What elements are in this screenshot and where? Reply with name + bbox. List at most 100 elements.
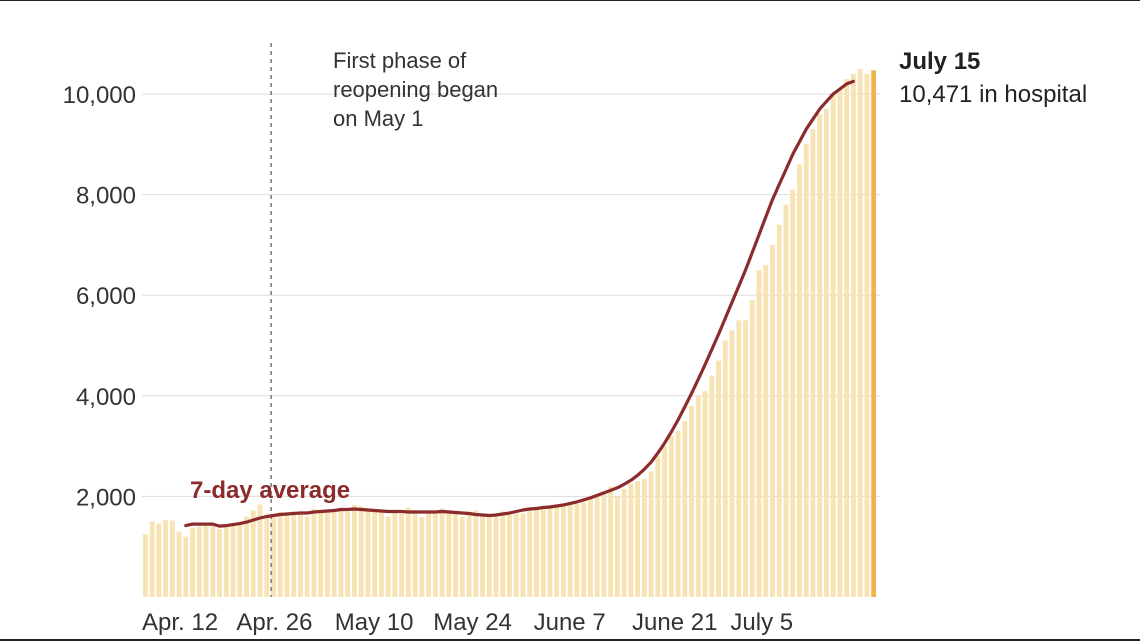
bar	[372, 510, 378, 597]
x-tick-label: Apr. 26	[236, 609, 312, 636]
bar	[581, 501, 587, 597]
bar	[850, 73, 856, 597]
bar	[763, 265, 769, 597]
bar	[844, 78, 850, 597]
bar	[419, 517, 425, 597]
bar	[648, 471, 654, 597]
y-tick-label: 6,000	[76, 283, 136, 310]
grid-lines	[142, 93, 880, 497]
bar	[587, 498, 593, 597]
bar	[176, 531, 182, 597]
bar	[695, 395, 701, 597]
bar	[500, 511, 506, 597]
bar	[527, 510, 533, 597]
y-axis-ticks: 2,000 4,000 6,000 8,000 10,000	[63, 82, 136, 511]
y-tick-label: 10,000	[63, 82, 136, 109]
bar	[149, 521, 155, 597]
bar	[736, 320, 742, 597]
bar	[284, 512, 290, 597]
bar	[817, 114, 823, 598]
bar	[675, 431, 681, 597]
bar	[453, 514, 458, 597]
bar	[668, 436, 674, 597]
bar	[574, 503, 580, 597]
bar	[837, 88, 843, 597]
bar	[857, 68, 863, 598]
bar	[432, 510, 438, 597]
reopening-annotation: First phase of reopening began on May 1	[333, 48, 504, 131]
bar	[331, 510, 337, 597]
x-tick-label: July 5	[730, 609, 793, 636]
bar	[513, 513, 519, 597]
bar	[203, 526, 209, 597]
bar	[298, 513, 303, 597]
x-tick-label: June 21	[632, 609, 717, 636]
bar	[459, 516, 465, 597]
bar	[405, 507, 411, 597]
bar	[682, 420, 688, 597]
x-axis-ticks: Apr. 12 Apr. 26 May 10 May 24 June 7 June 21 J…	[142, 609, 793, 636]
bar	[338, 510, 344, 597]
bar	[223, 525, 229, 597]
bar	[608, 486, 614, 597]
bar	[351, 504, 357, 597]
bar	[628, 483, 634, 597]
bar	[702, 390, 708, 597]
bar	[169, 520, 175, 597]
bar	[250, 510, 256, 597]
bar	[810, 129, 816, 597]
bar	[709, 375, 715, 597]
bar	[534, 508, 539, 597]
bar	[156, 523, 162, 597]
bar	[399, 514, 405, 597]
bar	[547, 506, 553, 597]
bars	[142, 68, 877, 598]
bar	[237, 522, 243, 597]
bar	[803, 144, 809, 598]
bar	[594, 496, 600, 597]
bar	[318, 510, 324, 597]
bar	[749, 300, 755, 597]
bar	[635, 481, 641, 597]
bar	[210, 525, 216, 597]
bar	[163, 520, 169, 597]
bar	[864, 73, 870, 597]
y-tick-label: 8,000	[76, 183, 136, 210]
bar	[507, 514, 512, 597]
bar	[722, 340, 728, 597]
seven-day-average-line	[184, 79, 855, 528]
bar	[689, 405, 694, 597]
bar	[230, 523, 236, 597]
y-tick-label: 2,000	[76, 484, 136, 511]
bar	[621, 488, 627, 597]
bar	[716, 360, 721, 597]
bar	[486, 514, 492, 597]
bar	[426, 513, 432, 597]
reopening-annotation-line-3: on May 1	[333, 106, 424, 131]
bar	[561, 504, 566, 597]
bar	[345, 511, 351, 597]
bar	[567, 504, 573, 597]
reopening-annotation-line-2: reopening began	[333, 77, 498, 102]
bar	[480, 515, 485, 597]
bar	[325, 509, 330, 597]
bar	[277, 511, 283, 597]
seven-day-average-label: 7-day average	[190, 477, 350, 504]
bar-latest	[871, 70, 877, 597]
bar	[439, 508, 445, 597]
bar	[257, 504, 263, 597]
bar	[365, 509, 371, 597]
bar	[304, 516, 310, 597]
bar	[823, 109, 829, 597]
bar	[446, 509, 452, 597]
bar	[790, 189, 796, 597]
bar	[385, 516, 391, 597]
bar	[601, 491, 607, 597]
x-tick-label: Apr. 12	[142, 609, 218, 636]
bar	[655, 456, 661, 597]
bar	[776, 224, 782, 597]
bar	[756, 270, 762, 597]
reopening-annotation-line-1: First phase of	[333, 48, 467, 73]
